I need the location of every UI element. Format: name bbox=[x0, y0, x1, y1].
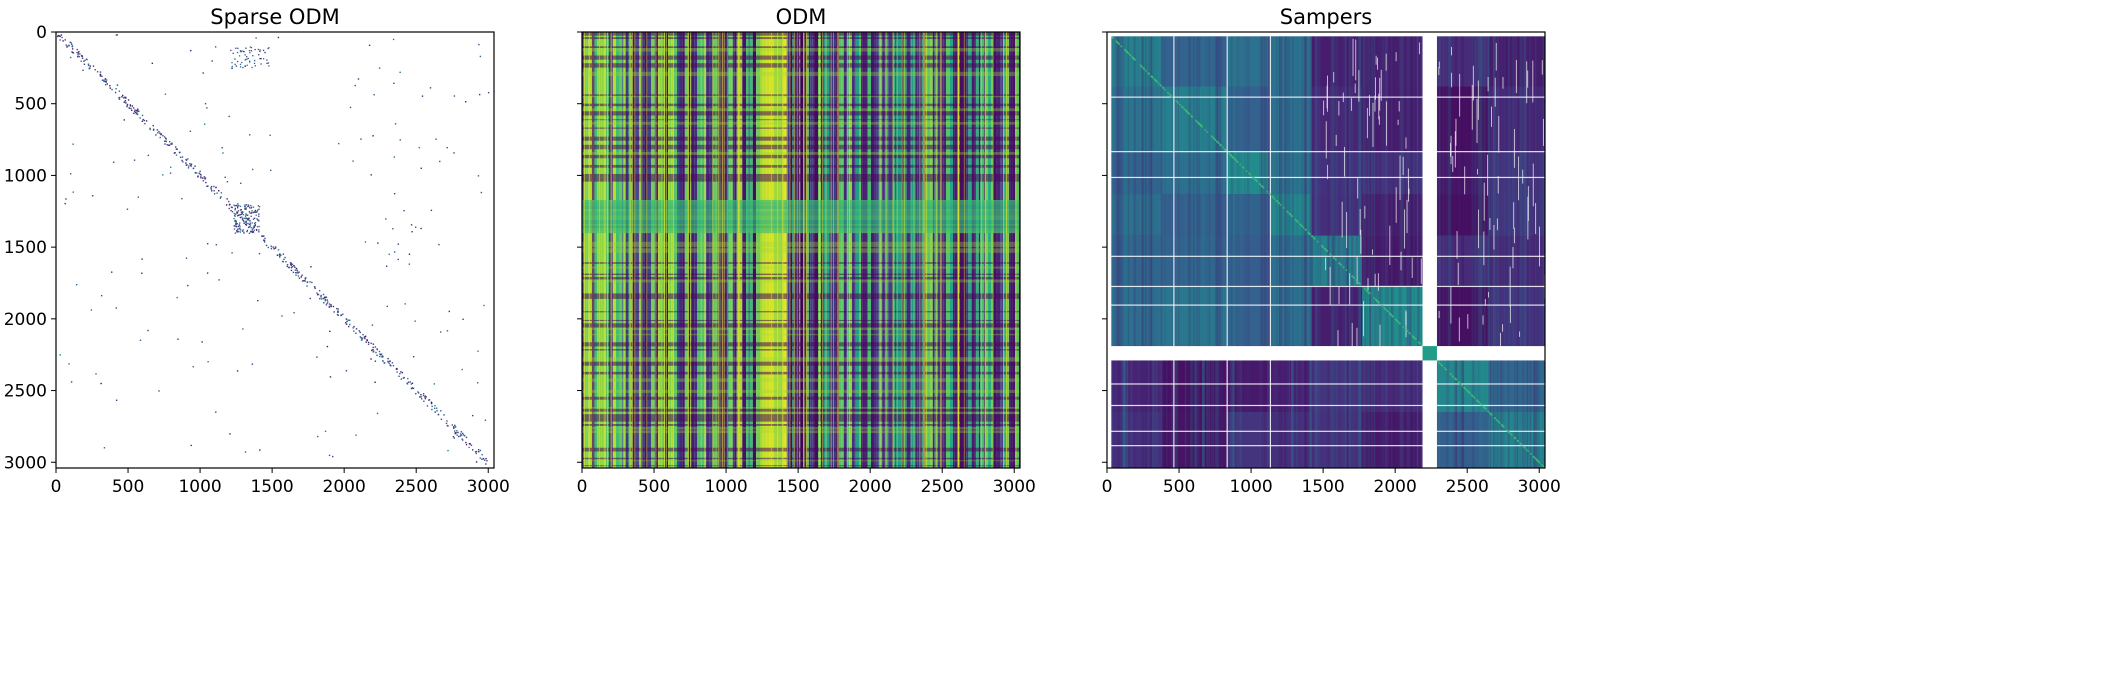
x-tick-label: 2500 bbox=[921, 477, 964, 497]
x-tick-label: 500 bbox=[638, 477, 670, 497]
panel-3: Sampers 0 500 1000 1500 2000 2500 3000 bbox=[1102, 5, 1561, 497]
y-tick-label: 500 bbox=[15, 95, 47, 115]
x-tick-label: 1500 bbox=[250, 477, 293, 497]
y-tick-label: 0 bbox=[36, 23, 47, 43]
y-tick-label: 1000 bbox=[4, 166, 47, 186]
y-tick-label: 2000 bbox=[4, 310, 47, 330]
chart-title: ODM bbox=[776, 5, 827, 29]
x-tick-label: 3000 bbox=[467, 477, 510, 497]
axes-frame bbox=[55, 31, 495, 469]
chart-title: Sampers bbox=[1280, 5, 1372, 29]
heatmap-image bbox=[582, 32, 1020, 468]
x-tick-label: 1500 bbox=[1301, 477, 1344, 497]
x-tick-label: 0 bbox=[1102, 477, 1113, 497]
x-tick-label: 1000 bbox=[1229, 477, 1272, 497]
x-tick-label: 1500 bbox=[776, 477, 819, 497]
x-tick-label: 3000 bbox=[993, 477, 1036, 497]
axes-frame bbox=[581, 31, 1021, 469]
y-tick-label: 2500 bbox=[4, 382, 47, 402]
x-tick-label: 2000 bbox=[849, 477, 892, 497]
x-tick-label: 2000 bbox=[1374, 477, 1417, 497]
heatmap-image bbox=[1107, 32, 1545, 468]
x-tick-label: 1000 bbox=[178, 477, 221, 497]
x-tick-label: 2500 bbox=[395, 477, 438, 497]
x-tick-label: 500 bbox=[112, 477, 144, 497]
x-tick-label: 0 bbox=[51, 477, 62, 497]
axes-frame bbox=[1106, 31, 1546, 469]
x-tick-label: 3000 bbox=[1518, 477, 1561, 497]
x-tick-label: 0 bbox=[577, 477, 588, 497]
x-tick-label: 2500 bbox=[1446, 477, 1489, 497]
y-tick-label: 3000 bbox=[4, 453, 47, 473]
x-tick-label: 500 bbox=[1163, 477, 1195, 497]
y-tick-label: 1500 bbox=[4, 238, 47, 258]
x-tick-label: 1000 bbox=[704, 477, 747, 497]
chart-title: Sparse ODM bbox=[210, 5, 340, 29]
heatmap-image bbox=[56, 32, 494, 468]
x-tick-label: 2000 bbox=[323, 477, 366, 497]
panel-2: ODM 0 500 1000 1500 2000 2500 3000 bbox=[577, 5, 1036, 497]
